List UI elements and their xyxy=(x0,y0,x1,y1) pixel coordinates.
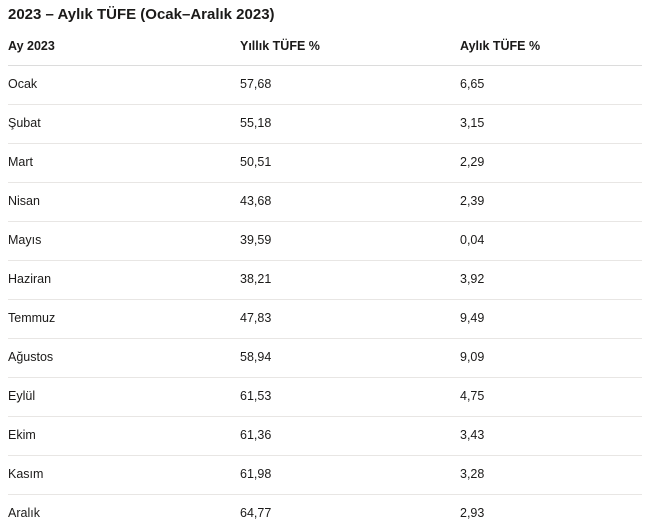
monthly-value-cell: 9,09 xyxy=(460,338,642,378)
yearly-value-cell: 61,98 xyxy=(240,455,460,495)
table-body: Ocak 57,68 6,65 Şubat 55,18 3,15 Mart 50… xyxy=(8,65,642,528)
table-row: Ağustos 58,94 9,09 xyxy=(8,338,642,378)
table-row: Kasım 61,98 3,28 xyxy=(8,455,642,495)
page-title: 2023 – Aylık TÜFE (Ocak–Aralık 2023) xyxy=(8,6,275,23)
yearly-value-cell: 43,68 xyxy=(240,182,460,222)
monthly-value-cell: 3,43 xyxy=(460,416,642,456)
table-row: Mayıs 39,59 0,04 xyxy=(8,221,642,261)
monthly-value-cell: 0,04 xyxy=(460,221,642,261)
column-header-yearly-tufe: Yıllık TÜFE % xyxy=(240,39,460,66)
month-cell: Kasım xyxy=(8,455,240,495)
table-row: Temmuz 47,83 9,49 xyxy=(8,299,642,339)
table-row: Nisan 43,68 2,39 xyxy=(8,182,642,222)
column-header-monthly-tufe: Aylık TÜFE % xyxy=(460,39,642,66)
yearly-value-cell: 47,83 xyxy=(240,299,460,339)
yearly-value-cell: 57,68 xyxy=(240,65,460,105)
monthly-value-cell: 6,65 xyxy=(460,65,642,105)
table-row: Şubat 55,18 3,15 xyxy=(8,104,642,144)
month-cell: Eylül xyxy=(8,377,240,417)
monthly-value-cell: 2,93 xyxy=(460,494,642,528)
monthly-value-cell: 2,29 xyxy=(460,143,642,183)
table-row: Ekim 61,36 3,43 xyxy=(8,416,642,456)
table-row: Aralık 64,77 2,93 xyxy=(8,494,642,528)
monthly-value-cell: 9,49 xyxy=(460,299,642,339)
month-cell: Şubat xyxy=(8,104,240,144)
table-row: Eylül 61,53 4,75 xyxy=(8,377,642,417)
month-cell: Nisan xyxy=(8,182,240,222)
month-cell: Mayıs xyxy=(8,221,240,261)
yearly-value-cell: 58,94 xyxy=(240,338,460,378)
table-row: Ocak 57,68 6,65 xyxy=(8,65,642,105)
yearly-value-cell: 61,36 xyxy=(240,416,460,456)
month-cell: Haziran xyxy=(8,260,240,300)
yearly-value-cell: 55,18 xyxy=(240,104,460,144)
yearly-value-cell: 39,59 xyxy=(240,221,460,261)
month-cell: Aralık xyxy=(8,494,240,528)
month-cell: Ağustos xyxy=(8,338,240,378)
monthly-value-cell: 4,75 xyxy=(460,377,642,417)
yearly-value-cell: 38,21 xyxy=(240,260,460,300)
month-cell: Temmuz xyxy=(8,299,240,339)
tufe-table: Ay 2023 Yıllık TÜFE % Aylık TÜFE % Ocak … xyxy=(8,39,642,528)
table-header: Ay 2023 Yıllık TÜFE % Aylık TÜFE % xyxy=(8,39,642,66)
monthly-value-cell: 3,28 xyxy=(460,455,642,495)
monthly-value-cell: 3,92 xyxy=(460,260,642,300)
monthly-value-cell: 3,15 xyxy=(460,104,642,144)
table-row: Mart 50,51 2,29 xyxy=(8,143,642,183)
yearly-value-cell: 61,53 xyxy=(240,377,460,417)
yearly-value-cell: 50,51 xyxy=(240,143,460,183)
header-row: Ay 2023 Yıllık TÜFE % Aylık TÜFE % xyxy=(8,39,642,66)
yearly-value-cell: 64,77 xyxy=(240,494,460,528)
table-row: Haziran 38,21 3,92 xyxy=(8,260,642,300)
month-cell: Ocak xyxy=(8,65,240,105)
column-header-month: Ay 2023 xyxy=(8,39,240,66)
month-cell: Mart xyxy=(8,143,240,183)
month-cell: Ekim xyxy=(8,416,240,456)
monthly-value-cell: 2,39 xyxy=(460,182,642,222)
